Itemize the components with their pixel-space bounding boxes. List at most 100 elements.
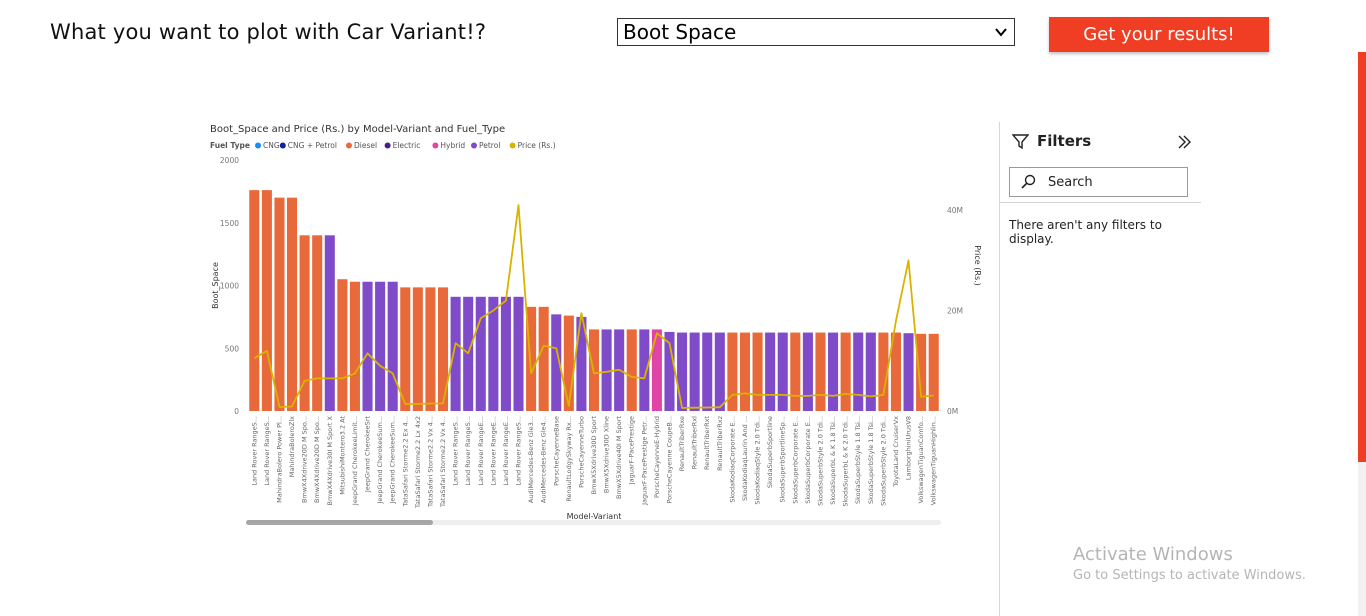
bar: [815, 332, 826, 411]
bar: [664, 331, 675, 411]
x-tick-label: RenaultTriberRxt: [703, 416, 711, 470]
filters-title: Filters: [1037, 132, 1092, 150]
bar: [639, 329, 650, 411]
bar: [790, 332, 801, 411]
x-tick-label: SkodaSuperbStyle 2.0 Tdi...: [816, 416, 824, 506]
get-results-button[interactable]: Get your results!: [1049, 17, 1269, 52]
x-tick-label: BmwX4Xdrive20D M Spo...: [313, 416, 321, 503]
legend-marker: [384, 142, 391, 149]
x-tick-label: SkodaSuperbStyle 2.0 Tdi...: [879, 416, 887, 506]
legend-marker: [471, 142, 477, 149]
bar: [714, 332, 725, 411]
page-scrollbar[interactable]: [1358, 52, 1366, 616]
y-tick-label: 0: [234, 407, 239, 416]
bar: [475, 296, 486, 411]
x-tick-label: SkodaKodiaqLaurin And ...: [741, 416, 749, 501]
bar: [840, 332, 851, 411]
bar: [928, 333, 939, 411]
x-tick-label: AudiMercedes-Benz Gle3...: [527, 416, 535, 503]
bar: [576, 316, 587, 411]
chevron-down-icon: [995, 28, 1007, 37]
y-tick-label: 500: [225, 344, 240, 353]
x-tick-label: SkodaKodiaqCorporate E...: [728, 416, 736, 503]
x-tick-label: BmwX5Xdrive30D Sport: [590, 416, 598, 495]
x-tick-label: RenaultTriberRxe: [678, 416, 686, 471]
legend-marker: [279, 142, 286, 149]
watermark-subtitle: Go to Settings to activate Windows.: [1073, 568, 1306, 583]
x-tick-label: Land Rover RangeS...: [250, 416, 258, 486]
chart-scroll-thumb: [246, 520, 433, 525]
legend-marker: [255, 142, 261, 149]
bar: [450, 296, 461, 411]
y2-tick-label: 0M: [947, 407, 958, 416]
bar: [702, 332, 713, 411]
x-tick-label: TataSafari Storme2.2 Vx 4...: [439, 416, 447, 508]
legend-label: Hybrid: [440, 141, 465, 150]
x-tick-label: Land Rover RangeE...: [489, 416, 497, 486]
x-tick-label: PorscheCayenne CoupeB...: [665, 416, 673, 504]
filters-header: Filters: [1012, 132, 1091, 150]
bar: [274, 197, 285, 411]
x-tick-label: SkodaSuperbSportline: [766, 416, 774, 488]
bar: [878, 332, 889, 411]
bar: [651, 329, 662, 411]
bar: [261, 190, 272, 411]
no-filters-message: There aren't any filters to display.: [1009, 218, 1162, 246]
x-axis-title: Model-Variant: [567, 512, 622, 521]
boot-space-price-chart: Boot_Space and Price (Rs.) by Model-Vari…: [210, 124, 982, 525]
divider: [1000, 202, 1201, 203]
x-tick-label: MahindraBolero Power Pl...: [275, 416, 283, 503]
x-tick-label: Land Rover RangeS...: [263, 416, 271, 486]
bar: [677, 332, 688, 411]
select-value: Boot Space: [623, 20, 737, 44]
y2-axis-title: Price (Rs.): [973, 245, 982, 286]
bar: [563, 315, 574, 411]
y-tick-label: 1500: [220, 219, 239, 228]
x-tick-label: VolkswagenTiguanHighlin...: [930, 416, 938, 505]
x-tick-label: MitsubishiMontero3.2 At: [338, 416, 346, 495]
filter-funnel-icon: [1012, 133, 1029, 149]
legend-label: CNG + Petrol: [288, 141, 337, 150]
x-tick-label: BmwX5Xdrive40I M Sport: [615, 416, 623, 499]
legend-label: CNG: [263, 141, 280, 150]
scrollbar-thumb[interactable]: [1358, 52, 1366, 462]
x-tick-label: TataSafari Storme2.2 Ex 4...: [401, 416, 409, 508]
bar: [362, 281, 373, 411]
bar: [727, 332, 738, 411]
bar: [526, 306, 537, 411]
x-tick-label: Land Rover RangeE...: [502, 416, 510, 486]
bar: [488, 296, 499, 411]
bar: [865, 332, 876, 411]
x-tick-label: SkodaKodiaqStyle 2.0 Tdi...: [754, 416, 762, 505]
bar: [400, 287, 411, 411]
y-axis-title: Boot_Space: [211, 262, 220, 309]
x-tick-label: SkodaSuperbStyle 1.8 Tsi...: [854, 416, 862, 504]
bar: [916, 333, 927, 411]
x-tick-label: BmwX5Xdrive30D Xline: [603, 416, 611, 493]
plot-variable-select[interactable]: Boot Space: [617, 18, 1015, 46]
x-tick-label: RenaultLodgySkyway Rx...: [565, 416, 573, 502]
bar: [890, 332, 901, 411]
bar: [437, 287, 449, 411]
x-tick-label: JeepGrand CherokeeSrt: [364, 416, 372, 494]
x-tick-label: JeepGrand CherokeeSum...: [376, 416, 384, 505]
x-tick-label: SkodaSuperbL & K 1.8 Tsi...: [829, 416, 837, 505]
x-tick-label: LamborghiniUrusV8: [905, 416, 913, 480]
double-chevron-right-icon[interactable]: [1176, 134, 1192, 150]
bar: [312, 235, 323, 411]
x-tick-label: PorscheCayenneTurbo: [577, 416, 585, 488]
x-tick-label: JeepGrand CherokeeLimit...: [351, 416, 359, 506]
legend-title: Fuel Type: [210, 141, 250, 150]
x-tick-label: SkodaSuperbCorporate E...: [804, 416, 812, 504]
legend-marker: [509, 142, 516, 149]
filters-search-input[interactable]: Search: [1009, 167, 1188, 197]
bar: [287, 197, 298, 411]
chart-title: Boot_Space and Price (Rs.) by Model-Vari…: [210, 124, 505, 135]
x-tick-label: JeepGrand CherokeeSum...: [389, 416, 397, 505]
bar: [551, 314, 562, 411]
bar: [249, 190, 260, 411]
bar: [903, 333, 914, 411]
filters-pane: Filters Search There aren't any filters …: [999, 122, 1201, 616]
x-tick-label: Land Rover RangeE...: [477, 416, 485, 486]
price-line: [253, 204, 934, 409]
